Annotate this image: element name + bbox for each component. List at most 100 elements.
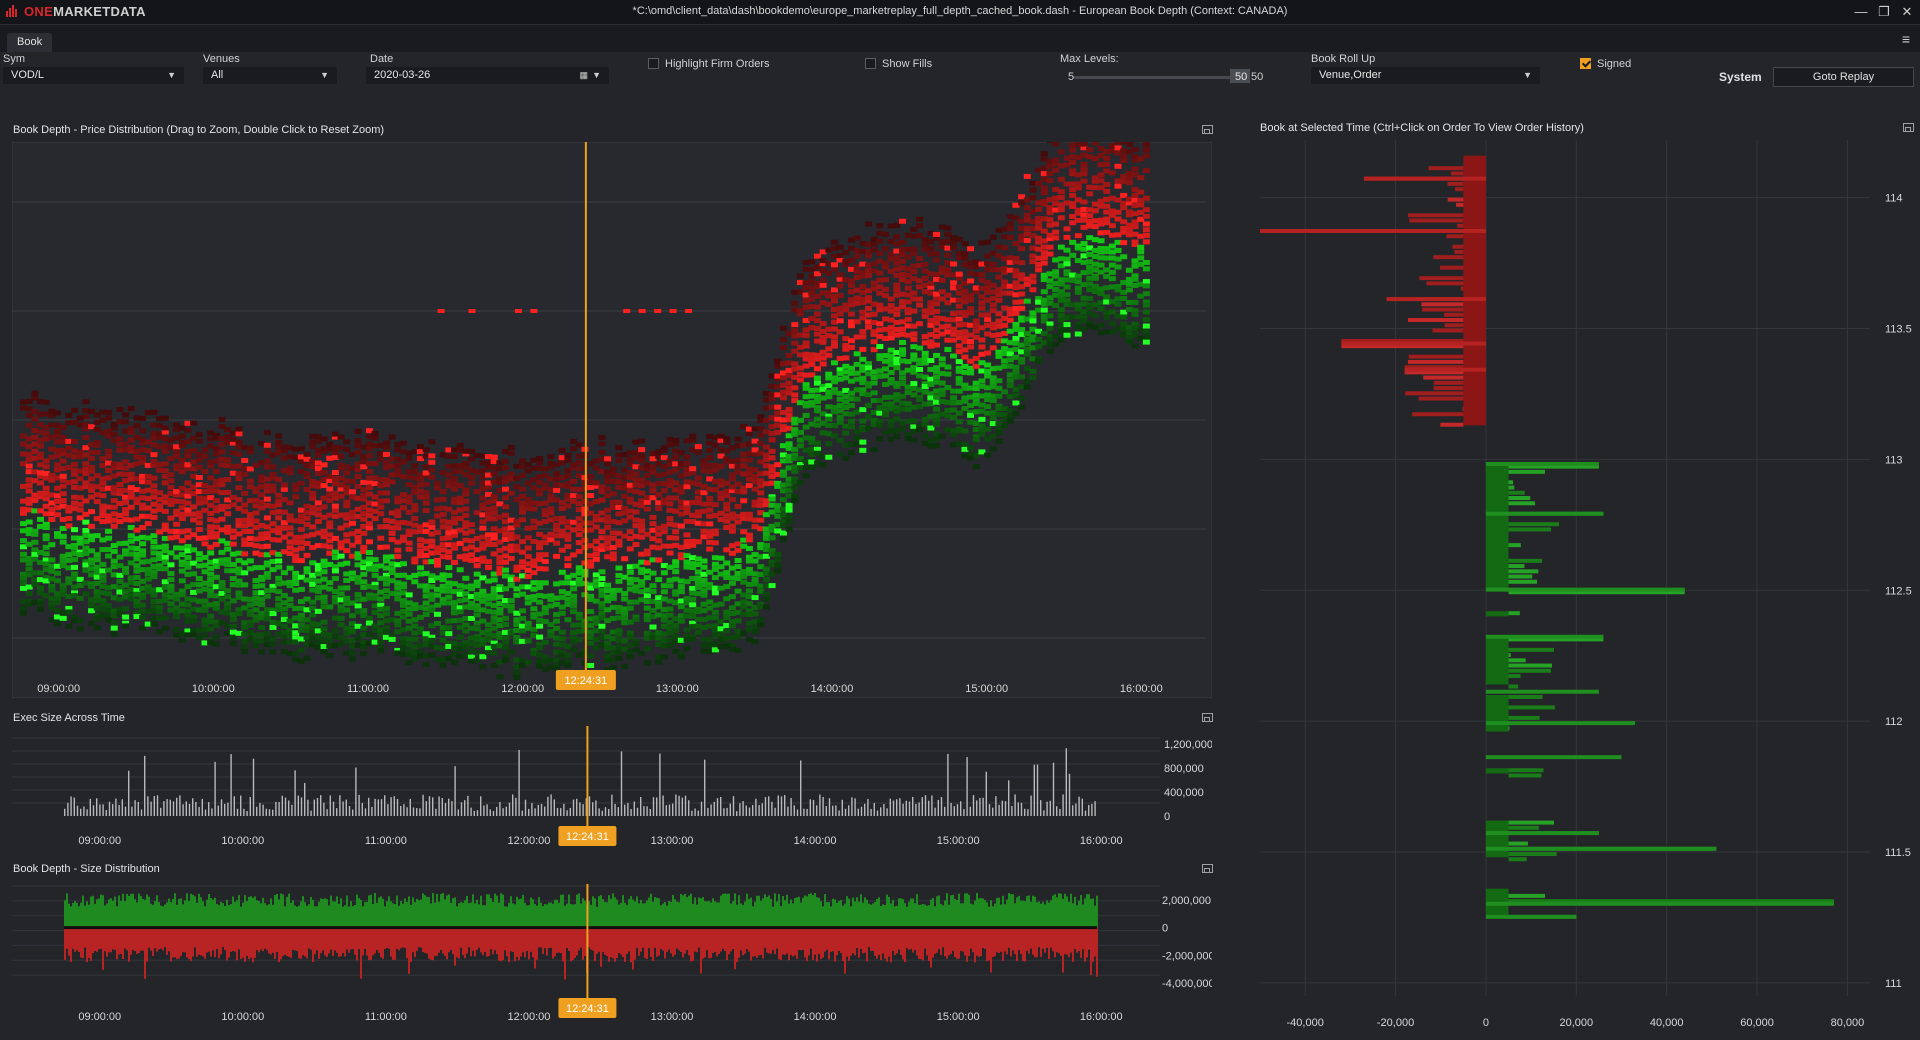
ask-level-cell [331,507,339,513]
bid-level-cell [796,400,804,406]
bid-level-cell [1046,295,1054,301]
bid-level-cell [1120,254,1128,260]
bid-level-cell [984,385,992,391]
bid-level-cell [1091,288,1099,294]
bid-level-cell [428,652,436,658]
ask-level-cell [899,304,907,310]
ask-level-cell [133,434,141,440]
bid-level-cell [615,609,623,615]
ask-level-cell [1074,197,1082,203]
bid-level-cell [672,622,680,628]
ask-level-cell [411,449,419,455]
venues-dropdown[interactable]: All ▼ [203,67,337,84]
highlight-firm-orders-toggle[interactable]: Highlight Firm Orders [648,57,770,71]
bid-level-cell [609,592,617,598]
ask-level-cell [275,444,283,450]
bid-level-cell [570,609,578,615]
ask-level-cell [536,545,544,551]
bid-level-cell [955,441,963,447]
ask-level-cell [314,518,322,524]
ask-level-cell [462,460,470,466]
bid-level-cell [706,585,714,591]
ask-level-cell [99,508,107,514]
close-button[interactable]: ✕ [1901,4,1913,19]
book-rollup-dropdown[interactable]: Venue,Order ▼ [1311,67,1540,84]
goto-replay-button[interactable]: Goto Replay [1773,67,1914,87]
ask-level-cell [1086,147,1094,153]
ask-level-cell [984,279,992,285]
ask-level-cell [1001,330,1009,336]
bid-level-cell [348,637,356,643]
minimize-button[interactable]: — [1854,4,1868,19]
maximize-panel-icon[interactable] [1202,125,1213,134]
ask-level-cell [1069,154,1077,160]
highlight-firm-orders-checkbox[interactable] [648,58,659,69]
show-fills-toggle[interactable]: Show Fills [865,57,932,71]
menu-icon[interactable]: ≡ [1901,31,1910,47]
ask-level-cell [706,533,714,539]
sym-dropdown[interactable]: VOD/L ▼ [3,67,184,84]
ask-level-cell [297,454,305,460]
ask-level-cell [309,510,317,516]
bid-level-cell [859,418,867,424]
bid-level-cell [876,353,884,359]
bid-level-cell [893,356,901,362]
bid-level-cell [416,604,424,610]
bid-level-cell [451,645,459,651]
ask-level-cell [485,472,493,478]
ask-level-cell [1040,165,1048,171]
calendar-icon[interactable]: ▦ [579,70,588,80]
bid-level-cell [263,593,271,599]
bid-level-cell [195,563,203,569]
restore-button[interactable]: ❐ [1878,4,1890,19]
max-levels-slider-handle[interactable] [1230,69,1250,83]
signed-toggle[interactable]: Signed [1580,57,1631,71]
bid-level-cell [326,604,334,610]
bid-level-cell [1142,279,1150,285]
maximize-panel-icon[interactable] [1903,123,1914,132]
bid-level-cell [660,654,668,660]
bid-level-cell [218,538,226,544]
bid-level-cell [161,559,169,565]
ask-level-cell [82,434,90,440]
ask-level-cell [649,527,657,533]
ask-level-cell [1035,255,1043,261]
ask-level-cell [122,511,130,517]
bid-level-cell [689,633,697,639]
ask-level-cell [207,475,215,481]
ask-level-cell [144,448,152,454]
maximize-panel-icon[interactable] [1202,864,1213,873]
ask-level-cell [31,441,39,447]
ask-level-cell [445,453,453,459]
bid-level-cell [502,654,510,660]
bid-level-cell [377,563,385,569]
tab-book[interactable]: Book [7,33,53,52]
bid-level-cell [496,617,504,623]
bid-level-cell [768,551,776,557]
bid-level-cell [899,351,907,357]
bid-level-cell [672,591,680,597]
bid-level-cell [93,625,101,631]
bid-level-cell [1029,318,1037,324]
bid-level-cell [490,602,498,608]
ask-level-cell [178,469,186,475]
bid-level-cell [570,598,578,604]
date-picker[interactable]: 2020-03-26 ▦ ▼ [366,67,609,84]
bid-level-cell [882,430,890,436]
ask-level-cell [513,547,521,553]
bid-level-cell [882,394,890,400]
ask-level-cell [745,516,753,522]
show-fills-checkbox[interactable] [865,58,876,69]
ask-level-cell [530,524,538,530]
bid-level-cell [609,636,617,642]
max-levels-slider-track[interactable] [1074,76,1236,79]
ask-level-cell [184,427,192,433]
bid-level-cell [779,506,787,512]
signed-checkbox[interactable] [1580,58,1591,69]
ask-level-cell [354,449,362,455]
bid-level-cell [694,569,702,575]
maximize-panel-icon[interactable] [1202,713,1213,722]
ask-level-cell [241,517,249,523]
price-distribution-chart[interactable]: 11211411611812009:00:0010:00:0011:00:001… [12,142,1212,698]
